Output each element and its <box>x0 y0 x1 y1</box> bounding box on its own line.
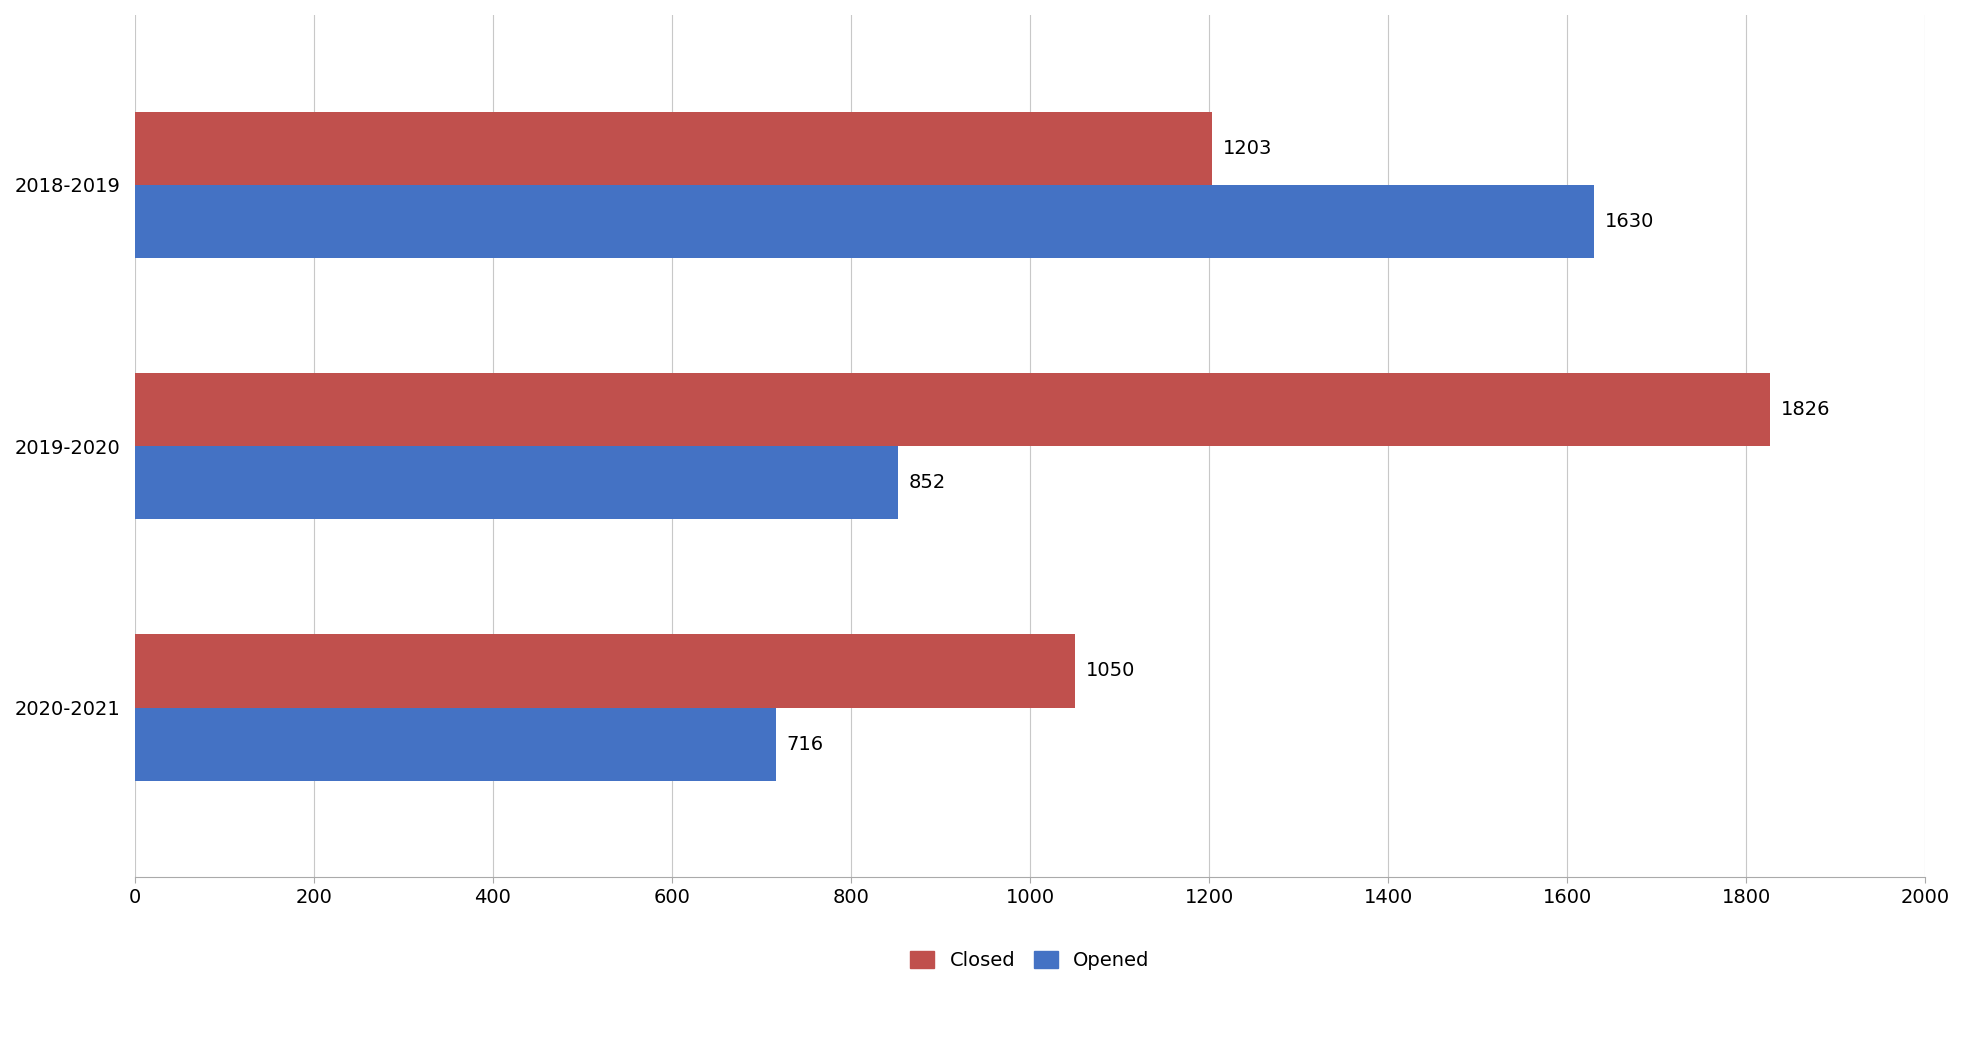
Bar <box>136 635 1074 707</box>
Text: 1826: 1826 <box>1779 400 1828 419</box>
Text: 1203: 1203 <box>1222 139 1271 158</box>
Text: 716: 716 <box>786 735 823 754</box>
Bar <box>136 707 776 781</box>
Bar <box>136 447 898 519</box>
Text: 1050: 1050 <box>1084 661 1135 680</box>
Bar <box>136 185 1593 259</box>
Text: 1630: 1630 <box>1605 212 1654 231</box>
Legend: Closed, Opened: Closed, Opened <box>900 941 1159 980</box>
Text: 852: 852 <box>907 473 945 492</box>
Bar <box>136 373 1770 447</box>
Bar <box>136 111 1212 185</box>
